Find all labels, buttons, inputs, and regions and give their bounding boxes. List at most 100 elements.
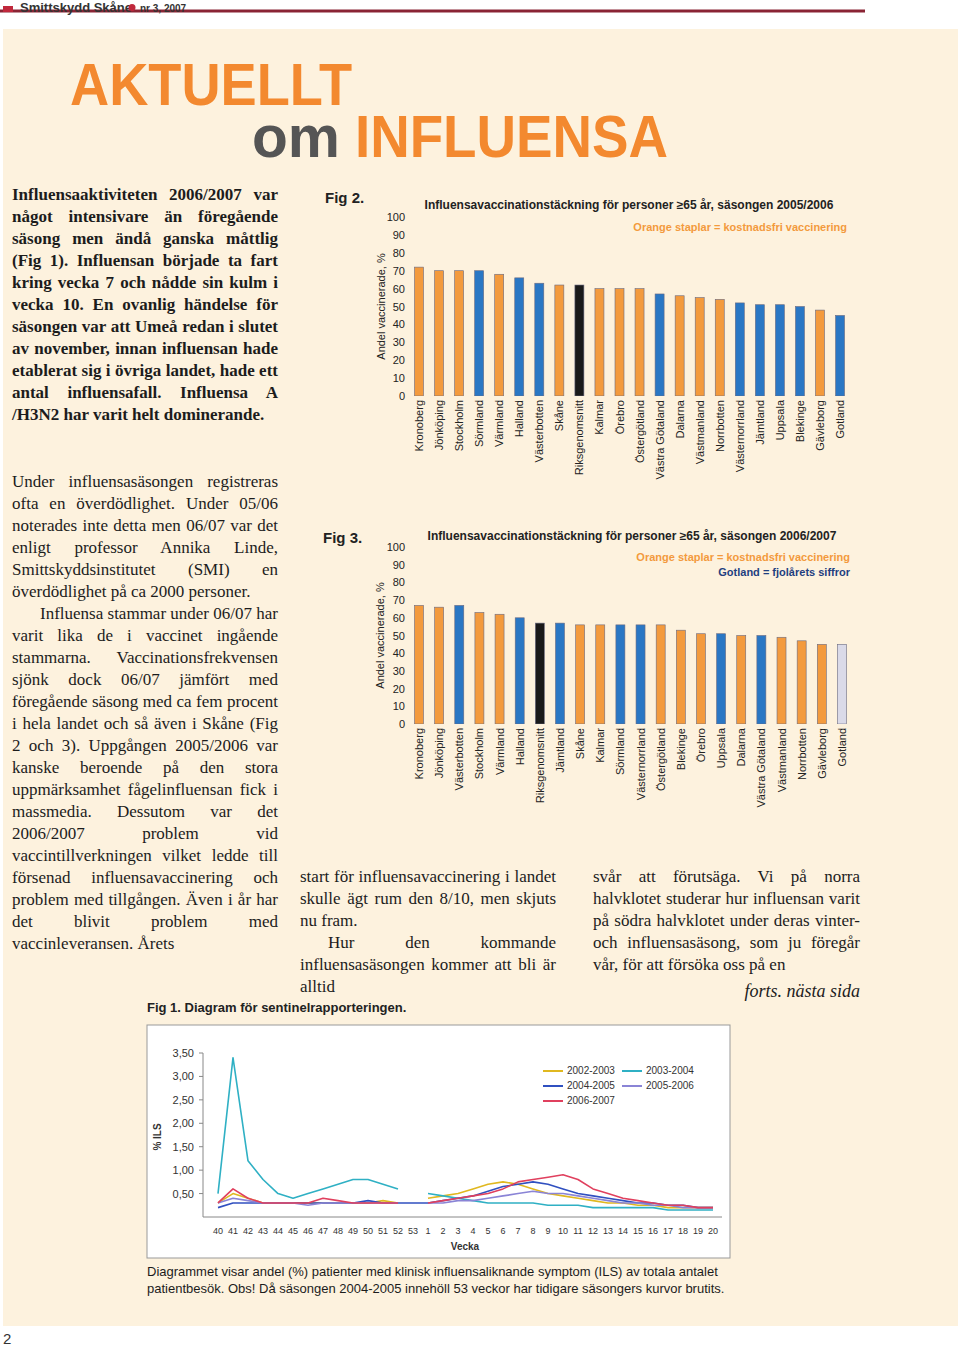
y-tick-label: 80 xyxy=(393,247,405,259)
x-tick-label: 1 xyxy=(425,1226,430,1236)
y-tick-label: 2,50 xyxy=(173,1094,194,1106)
category-label: Kronoberg xyxy=(413,400,425,451)
body-paragraph: svår att förutsäga. Vi på norra halvklot… xyxy=(593,866,860,976)
bar xyxy=(435,607,444,724)
x-tick-label: 50 xyxy=(363,1226,373,1236)
category-label: Jämtland xyxy=(754,400,766,445)
chart-annotation: Orange staplar = kostnadsfri vaccinering xyxy=(636,551,850,563)
body-paragraph: Influensa stammar under 06/07 har varit … xyxy=(12,603,278,955)
x-tick-label: 13 xyxy=(603,1226,613,1236)
bar xyxy=(757,636,766,725)
y-tick-label: 3,50 xyxy=(173,1047,194,1059)
category-label: Sörmland xyxy=(473,400,485,447)
series-line xyxy=(218,1182,713,1208)
bar xyxy=(735,303,744,396)
x-tick-label: 6 xyxy=(500,1226,505,1236)
y-tick-label: 2,00 xyxy=(173,1117,194,1129)
bar xyxy=(596,625,605,724)
y-tick-label: 90 xyxy=(393,229,405,241)
series-line xyxy=(218,1182,713,1208)
x-tick-label: 52 xyxy=(393,1226,403,1236)
x-tick-label: 19 xyxy=(693,1226,703,1236)
category-label: Gävleborg xyxy=(816,728,828,779)
y-tick-label: 30 xyxy=(393,665,405,677)
bar xyxy=(675,296,684,396)
x-axis-label: Vecka xyxy=(451,1241,480,1252)
legend-swatch xyxy=(543,1085,563,1087)
category-label: Halland xyxy=(514,728,526,765)
legend-label: 2005-2006 xyxy=(646,1080,694,1091)
category-label: Gotland xyxy=(836,728,848,767)
category-label: Västernorrland xyxy=(734,400,746,472)
x-tick-label: 14 xyxy=(618,1226,628,1236)
bar xyxy=(595,289,604,396)
y-axis-label: Andel vaccinerade, % xyxy=(375,253,387,360)
x-tick-label: 8 xyxy=(530,1226,535,1236)
x-tick-label: 17 xyxy=(663,1226,673,1236)
bar xyxy=(575,285,584,396)
bar xyxy=(475,612,484,724)
bar xyxy=(615,289,624,396)
x-tick-label: 9 xyxy=(545,1226,550,1236)
bar xyxy=(616,625,625,724)
series-line xyxy=(218,1058,713,1210)
bar xyxy=(576,625,585,724)
y-tick-label: 40 xyxy=(393,647,405,659)
x-tick-label: 7 xyxy=(515,1226,520,1236)
y-tick-label: 80 xyxy=(393,576,405,588)
category-label: Uppsala xyxy=(774,399,786,440)
category-label: Västmanland xyxy=(776,728,788,792)
chart-frame xyxy=(147,1025,730,1258)
body-paragraph: Under influensasäsongen registreras ofta… xyxy=(12,471,278,603)
category-label: Gotland xyxy=(834,400,846,439)
y-tick-label: 0 xyxy=(399,718,405,730)
x-tick-label: 12 xyxy=(588,1226,598,1236)
bar xyxy=(475,271,484,396)
y-tick-label: 60 xyxy=(393,612,405,624)
y-tick-label: 60 xyxy=(393,283,405,295)
y-tick-label: 30 xyxy=(393,336,405,348)
line-chart: Fig 1. Diagram för sentinelrapporteringe… xyxy=(147,1000,730,1258)
bar-chart: Fig 2.Influensavaccinationstäckning för … xyxy=(325,189,847,480)
bar xyxy=(655,294,664,396)
bar xyxy=(435,271,444,396)
category-label: Värmland xyxy=(493,400,505,447)
y-tick-label: 20 xyxy=(393,354,405,366)
legend-label: 2004-2005 xyxy=(567,1080,615,1091)
category-label: Riksgenomsnitt xyxy=(534,728,546,803)
publication-name: Smittskydd Skåne xyxy=(20,0,132,15)
x-tick-label: 20 xyxy=(708,1226,718,1236)
category-label: Skåne xyxy=(553,400,565,431)
y-tick-label: 0,50 xyxy=(173,1188,194,1200)
category-label: Gävleborg xyxy=(814,400,826,451)
x-tick-label: 53 xyxy=(408,1226,418,1236)
category-label: Stockholm xyxy=(453,400,465,451)
bar xyxy=(715,299,724,396)
x-tick-label: 3 xyxy=(455,1226,460,1236)
bar-chart: Fig 3.Influensavaccinationstäckning för … xyxy=(323,529,851,808)
x-tick-label: 41 xyxy=(228,1226,238,1236)
figure-label: Fig 3. xyxy=(323,529,362,546)
bar xyxy=(797,641,806,724)
x-tick-label: 5 xyxy=(485,1226,490,1236)
header-marker xyxy=(3,6,13,12)
bar xyxy=(775,305,784,396)
x-tick-label: 45 xyxy=(288,1226,298,1236)
y-tick-label: 3,00 xyxy=(173,1070,194,1082)
x-tick-label: 4 xyxy=(470,1226,475,1236)
body-paragraph: start för influensavaccinering i landet … xyxy=(300,866,556,932)
bar xyxy=(535,283,544,396)
legend-label: 2002-2003 xyxy=(567,1065,615,1076)
y-tick xyxy=(199,1170,203,1171)
x-tick-label: 48 xyxy=(333,1226,343,1236)
body-paragraph: Hur den kommande influensasäsongen komme… xyxy=(300,932,556,998)
lead-text: Influensaaktiviteten 2006/2007 var något… xyxy=(12,184,278,426)
y-axis-label: Andel vaccinerade, % xyxy=(374,582,386,689)
bar xyxy=(495,614,504,724)
bar xyxy=(415,267,424,396)
series-line xyxy=(218,1175,713,1208)
category-label: Halland xyxy=(513,400,525,437)
issue-number: nr 3, 2007 xyxy=(140,3,187,14)
x-tick-label: 51 xyxy=(378,1226,388,1236)
y-tick-label: 100 xyxy=(387,541,405,553)
